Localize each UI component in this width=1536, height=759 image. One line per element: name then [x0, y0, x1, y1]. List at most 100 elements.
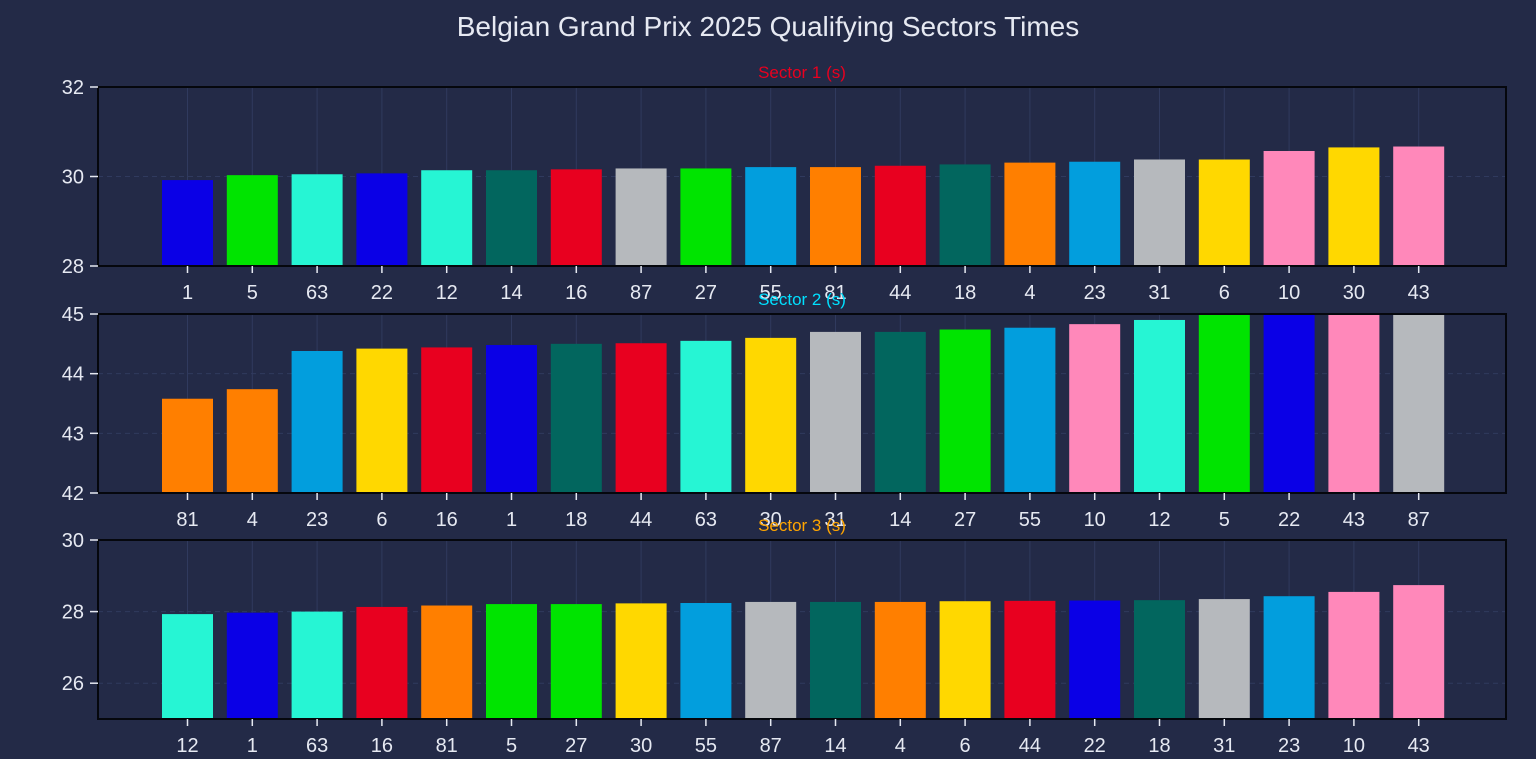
bar-driver-22	[1069, 600, 1121, 719]
bar-driver-4	[1004, 162, 1056, 266]
bars-group	[162, 315, 1445, 493]
bar-driver-81	[421, 605, 473, 719]
bar-driver-43	[1393, 585, 1445, 719]
y-tick-label: 45	[62, 304, 84, 326]
y-tick-label: 44	[62, 364, 84, 386]
bar-driver-87	[745, 601, 797, 719]
x-tick-label: 63	[695, 509, 717, 531]
x-tick-label: 22	[1278, 509, 1300, 531]
bar-driver-55	[680, 603, 732, 719]
bar-driver-31	[810, 331, 861, 493]
bar-driver-1	[226, 612, 278, 719]
x-tick-label: 87	[760, 735, 782, 754]
x-tick-label: 18	[565, 509, 587, 531]
x-tick-label: 27	[695, 282, 717, 304]
x-tick-label: 14	[889, 509, 911, 531]
bar-driver-44	[1004, 600, 1056, 719]
sector-1-panel: 1 5 63 22 12 14 16 87 27 55 81 44 18 4 23 31 6 10 30 43 28 30…	[62, 63, 1507, 304]
x-tick-label: 4	[1024, 282, 1035, 304]
bar-driver-30	[1328, 147, 1380, 266]
bar-driver-18	[550, 343, 602, 493]
x-tick-label: 23	[1278, 735, 1300, 754]
bar-driver-14	[874, 331, 926, 493]
x-tick-label: 81	[824, 282, 846, 304]
x-tick-label: 6	[1219, 282, 1230, 304]
x-tick-label: 30	[1343, 282, 1365, 304]
y-tick-label: 30	[62, 167, 84, 189]
sector-3-panel: 12 1 63 16 81 5 27 30 55 87 14 4 6 44 22 18 31 23 10 43 26 28…	[62, 516, 1507, 757]
x-tick-label: 6	[960, 735, 971, 754]
x-tick-label: 31	[1148, 282, 1170, 304]
x-tick-label: 1	[506, 509, 517, 531]
bar-driver-14	[486, 170, 537, 266]
x-tick-label: 43	[1408, 282, 1430, 304]
bar-driver-5	[486, 604, 537, 719]
bar-driver-14	[810, 601, 861, 719]
x-tick-label: 87	[630, 282, 652, 304]
bar-driver-1	[486, 345, 537, 493]
x-tick-label: 55	[695, 735, 717, 754]
x-tick-label: 43	[1408, 735, 1430, 754]
bar-driver-81	[162, 398, 213, 493]
bar-driver-87	[615, 168, 667, 266]
bar-driver-5	[226, 175, 278, 266]
x-tick-label: 30	[630, 735, 652, 754]
bar-driver-87	[1393, 315, 1445, 493]
bar-driver-31	[1134, 159, 1185, 266]
y-tick-label: 32	[62, 77, 84, 99]
x-tick-label: 44	[1019, 735, 1041, 754]
bar-driver-6	[1198, 159, 1250, 266]
bar-driver-43	[1393, 146, 1445, 266]
x-tick-label: 5	[1219, 509, 1230, 531]
bar-driver-63	[680, 340, 732, 493]
x-tick-label: 12	[436, 282, 458, 304]
x-tick-label: 1	[247, 735, 258, 754]
bar-driver-55	[1004, 327, 1056, 493]
bar-driver-27	[550, 604, 602, 719]
x-tick-label: 23	[1084, 282, 1106, 304]
x-tick-label: 87	[1408, 509, 1430, 531]
x-tick-label: 55	[1019, 509, 1041, 531]
bar-driver-63	[291, 611, 343, 719]
x-tick-label: 22	[371, 282, 393, 304]
figure-title: Belgian Grand Prix 2025 Qualifying Secto…	[457, 11, 1080, 42]
x-tick-label: 4	[895, 735, 906, 754]
x-tick-label: 30	[760, 509, 782, 531]
x-tick-label: 16	[371, 735, 393, 754]
x-tick-label: 10	[1343, 735, 1365, 754]
bar-driver-27	[939, 329, 991, 493]
bar-driver-1	[162, 180, 213, 266]
x-tick-label: 14	[824, 735, 846, 754]
x-tick-label: 31	[1213, 735, 1235, 754]
x-tick-label: 1	[182, 282, 193, 304]
bar-driver-4	[874, 601, 926, 719]
x-tick-label: 31	[824, 509, 846, 531]
x-tick-label: 16	[565, 282, 587, 304]
bar-driver-23	[291, 350, 343, 493]
y-tick-label: 42	[62, 483, 84, 505]
bar-driver-12	[1134, 319, 1185, 493]
bar-driver-12	[421, 170, 473, 266]
bar-driver-22	[1263, 315, 1315, 493]
panel-title: Sector 3 (s)	[758, 516, 846, 535]
x-tick-label: 14	[500, 282, 522, 304]
bar-driver-81	[810, 167, 861, 266]
bar-driver-10	[1263, 150, 1315, 266]
x-tick-label: 5	[506, 735, 517, 754]
x-tick-label: 10	[1278, 282, 1300, 304]
bar-driver-31	[1198, 599, 1250, 719]
x-tick-label: 27	[954, 509, 976, 531]
x-tick-label: 18	[1148, 735, 1170, 754]
y-tick-label: 26	[62, 673, 84, 695]
y-tick-label: 28	[62, 256, 84, 278]
bar-driver-30	[745, 337, 797, 493]
x-tick-label: 4	[247, 509, 258, 531]
bar-driver-22	[356, 173, 408, 266]
x-tick-label: 44	[630, 509, 652, 531]
bar-driver-10	[1069, 324, 1121, 493]
x-tick-label: 44	[889, 282, 911, 304]
x-tick-label: 10	[1084, 509, 1106, 531]
x-tick-label: 81	[436, 735, 458, 754]
